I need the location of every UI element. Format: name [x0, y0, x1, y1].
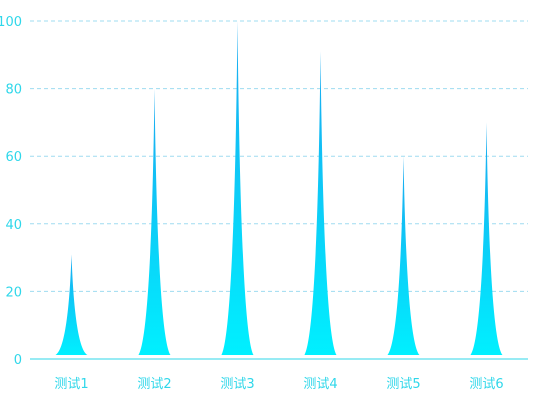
bar-4	[304, 51, 337, 356]
y-tick-label: 20	[5, 285, 22, 300]
bar-6	[470, 122, 503, 356]
x-tick-label: 测试6	[469, 377, 503, 392]
y-tick-label: 100	[0, 15, 22, 30]
y-tick-label: 0	[14, 353, 22, 368]
bar-1	[55, 254, 88, 355]
bar-5	[387, 156, 420, 355]
bar-3	[221, 21, 254, 355]
bar-2	[138, 88, 171, 355]
x-tick-label: 测试3	[220, 377, 254, 392]
y-tick-label: 40	[5, 218, 22, 233]
x-tick-label: 测试4	[303, 377, 337, 392]
y-tick-label: 60	[5, 150, 22, 165]
x-tick-label: 测试5	[386, 377, 420, 392]
y-tick-label: 80	[5, 83, 22, 98]
x-tick-label: 测试2	[137, 377, 171, 392]
x-tick-label: 测试1	[54, 377, 88, 392]
